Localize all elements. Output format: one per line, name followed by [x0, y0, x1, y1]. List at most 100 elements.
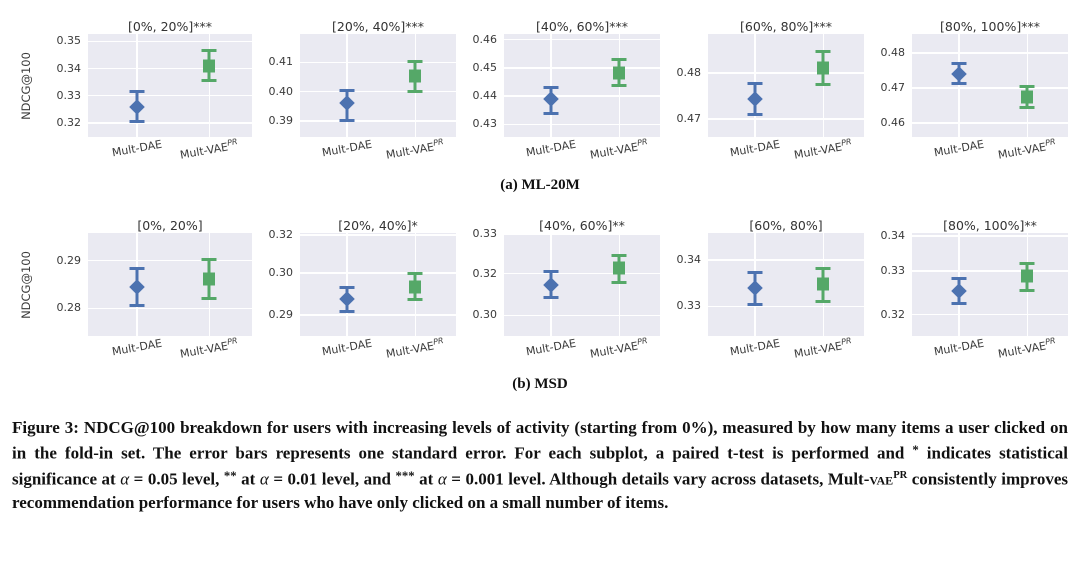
caption-i: α: [259, 470, 269, 490]
gridline-h: [300, 90, 456, 93]
gridline-h: [300, 120, 456, 122]
x-tick-mult-vae-pr: Mult-VAEPR: [997, 336, 1057, 361]
figure-plots-container: [0%, 20%]*** NDCG@100 0.35 0.34 0.33 0.32 Mult…: [12, 10, 1068, 400]
caption-text: = 0.01 level, and: [268, 470, 396, 490]
x-tick-superscript: PR: [432, 336, 445, 347]
y-tick-gutter: 0.48 0.47: [660, 34, 708, 137]
errorbar-cap: [339, 88, 355, 92]
errorbar-cap: [815, 82, 831, 86]
y-tick-label: 0.32: [268, 228, 294, 242]
gridline-h: [300, 314, 456, 316]
plot-area: [88, 233, 252, 336]
x-tick-superscript: PR: [226, 336, 239, 347]
caption-sc: VAE: [869, 470, 894, 490]
y-tick-label: 0.30: [472, 308, 498, 322]
y-tick-label: 0.28: [56, 301, 82, 315]
subplot-body: 0.34 0.33 0.32: [864, 229, 1068, 336]
x-tick-mult-dae: Mult-DAE: [111, 336, 164, 359]
plot-area: [504, 34, 660, 137]
x-tick-superscript: PR: [226, 137, 239, 148]
x-tick-superscript: PR: [1044, 336, 1057, 347]
y-tick-label: 0.30: [268, 266, 294, 280]
errorbar-cap: [543, 296, 559, 300]
x-tick-mult-dae: Mult-DAE: [111, 137, 164, 160]
plot-area: [708, 233, 864, 336]
errorbar-cap: [407, 298, 423, 302]
y-tick-label: 0.32: [880, 307, 906, 321]
x-tick-bar: Mult-DAE Mult-VAEPR: [504, 336, 660, 366]
errorbar-cap: [129, 303, 145, 307]
x-tick-bar: Mult-DAE Mult-VAEPR: [88, 336, 252, 366]
y-tick-label: 0.46: [880, 116, 906, 130]
y-tick-label: 0.34: [56, 61, 82, 75]
x-tick-superscript: PR: [1044, 137, 1057, 148]
y-tick-gutter: 0.33 0.32 0.30: [456, 227, 504, 336]
gridline-h: [504, 67, 660, 69]
marker-square: [817, 61, 830, 75]
errorbar-cap: [543, 270, 559, 274]
subplot: [40%, 60%]** 0.33 0.32 0.30 Mult-DAE Mult-VAE…: [456, 209, 660, 366]
y-tick-label: 0.47: [880, 81, 906, 95]
plot-area: [708, 34, 864, 137]
marker-square: [613, 261, 626, 275]
subplot: [0%, 20%]*** NDCG@100 0.35 0.34 0.33 0.32 Mult…: [12, 10, 252, 167]
x-tick-bar: Mult-DAE Mult-VAEPR: [912, 137, 1068, 167]
caption-star: *: [912, 443, 919, 457]
marker-diamond: [951, 65, 967, 82]
subplot-title: [40%, 60%]**: [539, 218, 625, 233]
subplot-title: [40%, 60%]***: [535, 19, 629, 34]
y-axis-label: NDCG@100: [12, 233, 40, 336]
x-tick-superscript: PR: [840, 336, 853, 347]
marker-diamond: [129, 279, 145, 295]
marker-square: [613, 66, 626, 80]
errorbar-cap: [201, 258, 217, 262]
subplot: [60%, 80%] 0.34 0.33 Mult-DAE Mult-VAEPR: [660, 209, 864, 366]
x-tick-mult-dae: Mult-DAE: [932, 336, 985, 359]
gridline-h: [504, 123, 660, 126]
gridline-h: [504, 272, 660, 275]
y-tick-gutter: 0.41 0.40 0.39: [252, 34, 300, 137]
subplot: [80%, 100%]*** 0.48 0.47 0.46 Mult-DAE Mult-V…: [864, 10, 1068, 167]
dataset-caption: (b) MSD: [512, 376, 568, 392]
x-tick-bar: Mult-DAE Mult-VAEPR: [708, 137, 864, 167]
gridline-h: [912, 235, 1068, 237]
gridline-v: [958, 34, 960, 137]
errorbar-cap: [611, 83, 627, 87]
y-tick-label: 0.48: [676, 66, 702, 80]
gridline-h: [300, 234, 456, 236]
x-tick-mult-vae-pr: Mult-VAEPR: [179, 137, 239, 162]
figure-caption: Figure 3: NDCG@100 breakdown for users w…: [12, 416, 1068, 514]
errorbar-cap: [747, 112, 763, 116]
caption-i: α: [120, 470, 130, 490]
x-tick-mult-dae: Mult-DAE: [728, 137, 781, 160]
errorbar-cap: [1019, 84, 1035, 88]
gridline-h: [88, 67, 252, 70]
caption-text: at: [414, 470, 438, 490]
x-tick-mult-vae-pr: Mult-VAEPR: [997, 137, 1057, 162]
x-tick-mult-vae-pr: Mult-VAEPR: [589, 336, 649, 361]
y-tick-gutter: 0.32 0.30 0.29: [252, 228, 300, 336]
y-axis-label: NDCG@100: [12, 34, 40, 137]
subplot-body: 0.32 0.30 0.29: [252, 228, 456, 336]
plot-area: [300, 34, 456, 137]
x-tick-bar: Mult-DAE Mult-VAEPR: [300, 137, 456, 167]
y-tick-gutter: 0.34 0.33: [660, 233, 708, 336]
y-tick-label: 0.34: [880, 229, 906, 243]
errorbar-cap: [747, 302, 763, 306]
errorbar-cap: [951, 277, 967, 281]
errorbar-cap: [407, 90, 423, 94]
x-tick-mult-vae-pr: Mult-VAEPR: [385, 336, 445, 361]
caption-text: indicates statistical significance at: [12, 443, 1068, 490]
errorbar-cap: [611, 280, 627, 284]
errorbar-cap: [815, 267, 831, 271]
subplot-title: [0%, 20%]: [137, 218, 203, 233]
y-tick-label: 0.33: [880, 264, 906, 278]
errorbar-cap: [611, 58, 627, 62]
errorbar-cap: [1019, 105, 1035, 109]
subplot-title: [20%, 40%]*: [338, 218, 418, 233]
gridline-h: [300, 272, 456, 275]
errorbar-cap: [339, 285, 355, 289]
y-tick-label: 0.32: [472, 266, 498, 280]
errorbar-cap: [201, 297, 217, 301]
gridline-h: [300, 61, 456, 64]
